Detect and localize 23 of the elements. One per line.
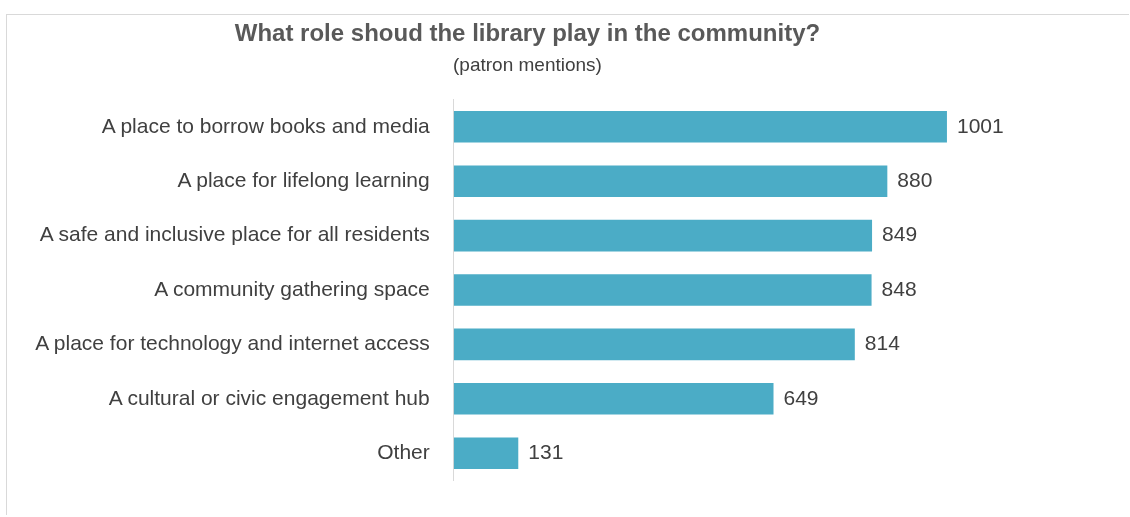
bar [453,111,947,143]
y-tick-label: A place for technology and internet access [35,331,430,355]
y-tick-label: A safe and inclusive place for all residents [39,222,430,246]
bar [453,328,855,361]
y-tick-label: Other [377,440,430,463]
data-label: 880 [897,168,933,191]
bar [453,383,774,415]
y-tick-label: A cultural or civic engagement hub [108,385,430,409]
data-label: 848 [881,276,917,300]
y-tick-label: A place to borrow books and media [101,113,431,137]
bar [453,437,519,469]
data-label: 849 [882,222,918,246]
data-label: 814 [864,331,901,355]
bar [453,219,873,252]
bar [453,274,872,306]
y-tick-label: A community gathering space [154,276,430,300]
chart-title: What role shoud the library play in the community? [234,19,821,47]
bar [453,165,888,197]
chart-subtitle: (patron mentions) [453,54,602,76]
data-label: 649 [783,385,819,409]
y-tick-label: A place for lifelong learning [177,168,430,191]
data-label: 131 [528,440,564,463]
data-label: 1001 [956,113,1004,137]
